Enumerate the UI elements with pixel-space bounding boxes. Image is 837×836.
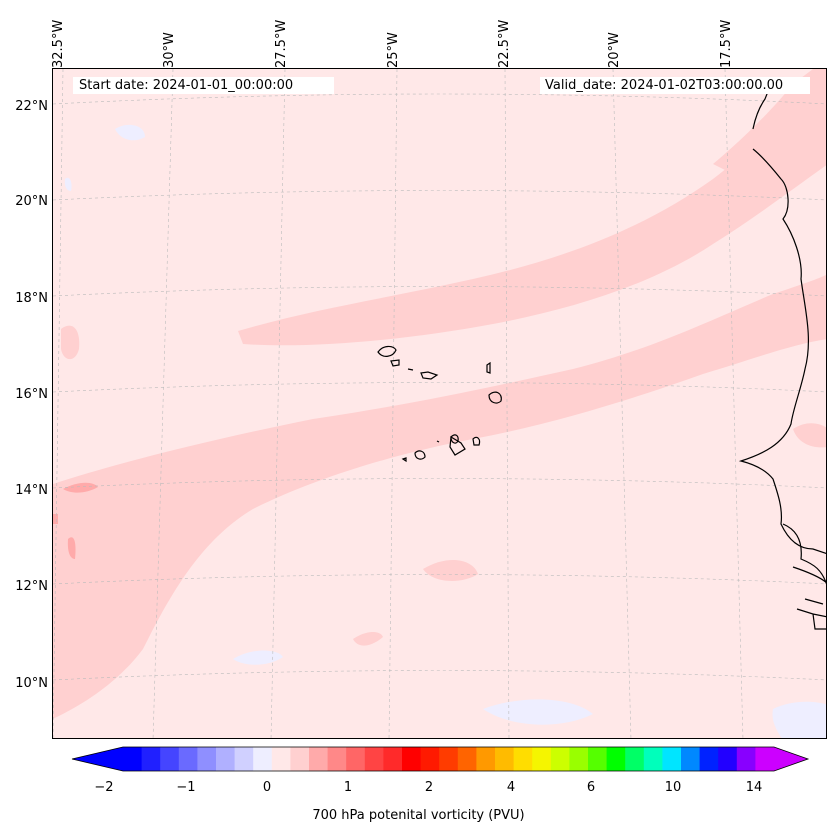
colorbar-segment [736,747,756,771]
neg-pv-patch-5 [64,177,72,191]
colorbar-segment [495,747,514,771]
lat-label-20n: 20°N [15,194,48,209]
colorbar-segment [588,747,607,771]
lat-label-10n: 10°N [15,676,48,691]
cbar-tick-2: 2 [424,780,434,795]
cbar-tick-neg2: −2 [94,780,114,795]
pv-colorbar [71,746,810,772]
colorbar-segment [364,747,384,771]
colorbar-segment [439,747,459,771]
lon-label-25w: 25°W [386,32,401,68]
pv-patch-east [793,423,826,448]
colorbar-over-arrow [774,747,808,771]
colorbar-under-arrow [72,747,123,771]
colorbar-segment [699,747,719,771]
colorbar-segment [216,747,235,771]
pv-field-map [53,69,826,738]
neg-pv-patch-4 [772,701,826,738]
lat-label-14n: 14°N [15,483,48,498]
neg-pv-patch-3 [483,699,593,725]
cape-verde-islands [377,345,502,463]
neg-pv-patch-2 [233,650,283,665]
cbar-tick-14: 14 [745,780,763,795]
graticule [53,69,826,738]
cbar-tick-0: 0 [262,780,272,795]
colorbar-segment [271,747,291,771]
colorbar-segment [550,747,570,771]
colorbar-segment [718,747,738,771]
african-coastline [738,78,826,630]
valid-date-label: Valid_date: 2024-01-02T03:00:00.00 [540,77,810,94]
colorbar-segment [755,747,775,771]
colorbar-segment [476,747,496,771]
pv-band-south [53,274,826,719]
colorbar-segment [141,747,161,771]
colorbar-segment [197,747,217,771]
pv-band-northeast [713,69,826,179]
colorbar-segment [160,747,180,771]
map-panel[interactable] [52,68,827,739]
pv-spot-1 [63,482,98,493]
colorbar-segment [309,747,328,771]
lon-label-32-5w: 32.5°W [51,19,66,68]
lon-label-27-5w: 27.5°W [274,19,289,68]
colorbar-segment [569,747,589,771]
colorbar-title: 700 hPa potenital vorticity (PVU) [312,808,525,823]
colorbar-outline [71,746,810,772]
colorbar-segment [234,747,254,771]
lat-label-22n: 22°N [15,99,48,114]
pv-patch-south [423,559,478,581]
colorbar-segment [290,747,310,771]
cbar-tick-6: 6 [586,780,596,795]
colorbar-segment [402,747,421,771]
neg-pv-patch-1 [115,124,145,141]
pv-patch-left [61,325,80,360]
colorbar-segment [457,747,477,771]
lat-label-12n: 12°N [15,579,48,594]
colorbar-segment [681,747,700,771]
colorbar-segment [662,747,682,771]
colorbar-segment [532,747,552,771]
cbar-tick-neg1: −1 [176,780,196,795]
colorbar-segment [327,747,347,771]
lat-label-16n: 16°N [15,387,48,402]
lat-label-18n: 18°N [15,291,48,306]
cbar-tick-4: 4 [506,780,516,795]
colorbar-segment [346,747,366,771]
pv-band-north [238,89,826,346]
colorbar-segment [253,747,273,771]
cbar-tick-10: 10 [664,780,682,795]
colorbar-segment [123,747,142,771]
start-date-label: Start date: 2024-01-01_00:00:00 [73,77,334,94]
colorbar-segment [178,747,198,771]
colorbar-segment [606,747,626,771]
colorbar-segment [513,747,533,771]
lon-label-30w: 30°W [162,32,177,68]
pv-spot-2 [67,537,76,559]
colorbar-segment [625,747,645,771]
pv-spot-3 [53,514,58,524]
lon-label-20w: 20°W [607,32,622,68]
lon-label-17-5w: 17.5°W [719,19,734,68]
colorbar-segment [383,747,403,771]
colorbar-segment [420,747,440,771]
cbar-tick-1: 1 [343,780,353,795]
lon-label-22-5w: 22.5°W [497,19,512,68]
pv-patch-mid [353,632,383,646]
colorbar-segment [643,747,663,771]
